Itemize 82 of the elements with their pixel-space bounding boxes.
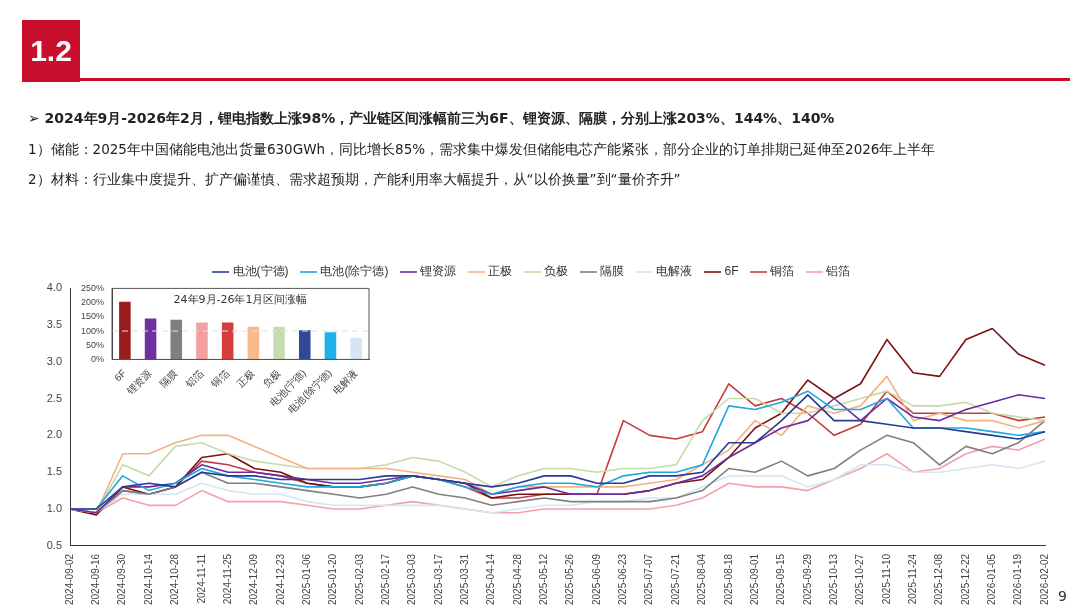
x-tick-label: 2024-11-25 (221, 553, 233, 605)
x-tick-label: 2025-10-27 (854, 553, 866, 605)
x-tick-label: 2025-09-29 (801, 553, 813, 605)
x-tick-label: 2025-06-09 (590, 553, 602, 605)
chart-title: ➢ 2024年9月-2026年2月，锂电指数上涨98%，产业链区间涨幅前三为6F、锂资源、隔膜，分别上涨203%、144%、140% (28, 110, 835, 128)
text: 2）材料：行业集中度提升、扩产偏谨慎、需求超预期，产能利用率大幅提升，从“以价换量”到“量价齐升” (28, 171, 681, 189)
x-tick-label: 铝箔 (182, 367, 206, 390)
y-tick-label: 0.5 (46, 538, 62, 551)
text: 24年9月-26年1月区间涨幅 (173, 292, 308, 306)
x-tick-label: 2025-07-07 (643, 553, 655, 605)
y-tick-label: 150% (80, 311, 105, 322)
x-tick-label: 2025-12-22 (959, 553, 971, 605)
x-tick-label: 2026-01-05 (986, 553, 998, 605)
x-tick-label: 2024-12-09 (248, 553, 260, 605)
legend-label: 负极 (544, 264, 569, 279)
x-tick-label: 负极 (260, 367, 283, 390)
x-tick-label: 2025-03-31 (459, 553, 471, 605)
text: 1.2 (22, 20, 80, 82)
x-tick-label: 2024-10-14 (142, 553, 154, 605)
y-tick-label: 50% (86, 339, 105, 350)
x-tick-label: 2024-10-28 (169, 553, 181, 605)
y-tick-label: 1.0 (46, 502, 62, 515)
x-tick-label: 2025-06-23 (617, 553, 629, 605)
x-tick-label: 2024-12-23 (274, 553, 286, 605)
x-tick-label: 2025-01-06 (300, 553, 312, 605)
x-tick-label: 2025-03-17 (432, 553, 444, 605)
text: 1）储能：2025年中国储能电池出货量630GWh，同比增长85%，需求集中爆发但储能电芯产能紧张，部分企业的订单排期已延伸至2026年上半年 (28, 141, 936, 159)
x-tick-label: 2025-03-03 (406, 553, 418, 605)
x-tick-label: 隔膜 (157, 367, 180, 390)
y-tick-label: 200% (80, 297, 105, 308)
x-tick-label: 2026-02-02 (1038, 553, 1050, 605)
x-tick-label: 铜箔 (208, 367, 232, 390)
y-tick-label: 250% (80, 282, 105, 293)
legend-label: 电池(除宁德) (320, 264, 389, 279)
legend-label: 6F (724, 264, 739, 279)
y-tick-label: 2.0 (46, 428, 62, 441)
y-tick-label: 1.5 (46, 465, 62, 478)
legend-label: 铝箔 (825, 264, 851, 279)
x-tick-label: 2025-04-28 (511, 553, 523, 605)
legend-label: 电池(宁德) (232, 264, 289, 279)
y-tick-label: 2.5 (46, 391, 62, 404)
x-tick-label: 2025-08-04 (696, 553, 708, 605)
x-tick-label: 正极 (234, 367, 257, 390)
y-tick-label: 4.0 (46, 281, 62, 294)
x-tick-label: 2024-11-11 (195, 553, 207, 604)
bar (196, 322, 208, 360)
x-tick-label: 2025-07-21 (669, 553, 681, 605)
bar (298, 330, 311, 360)
x-tick-label: 2025-09-01 (748, 553, 760, 605)
x-tick-label: 2025-02-03 (353, 553, 365, 605)
bar (350, 337, 362, 360)
y-tick-label: 3.0 (46, 354, 62, 367)
x-tick-label: 2025-02-17 (379, 553, 391, 605)
x-tick-label: 2024-09-02 (63, 553, 75, 605)
y-tick-label: 100% (80, 325, 105, 336)
x-tick-label: 2025-05-26 (564, 553, 576, 605)
x-tick-label: 2024-09-16 (90, 553, 102, 605)
bar (119, 301, 131, 360)
x-tick-label: 2025-11-24 (906, 553, 918, 605)
x-tick-label: 2024-09-30 (116, 553, 128, 605)
legend-label: 锂资源 (419, 264, 457, 279)
text: 9 (1058, 588, 1067, 604)
x-tick-label: 2025-05-12 (538, 553, 550, 605)
legend-label: 铜箔 (769, 264, 795, 279)
x-tick-label: 2025-12-08 (933, 553, 945, 605)
bar (144, 318, 157, 360)
y-tick-label: 3.5 (46, 317, 62, 330)
x-tick-label: 2025-10-13 (827, 553, 839, 605)
x-tick-label: 2025-01-20 (327, 553, 339, 605)
x-tick-label: 2026-01-19 (1012, 553, 1024, 605)
bar (247, 326, 260, 360)
y-tick-label: 0% (91, 353, 105, 364)
legend-label: 电解液 (656, 264, 693, 279)
x-tick-label: 2025-09-15 (775, 553, 787, 605)
legend-label: 隔膜 (600, 264, 625, 279)
x-tick-label: 2025-11-10 (880, 553, 892, 605)
bar (324, 332, 337, 360)
x-tick-label: 2025-08-18 (722, 553, 734, 605)
x-tick-label: 2025-04-14 (485, 553, 497, 605)
legend-label: 正极 (488, 264, 513, 279)
bar (273, 326, 285, 360)
bar (170, 319, 183, 360)
